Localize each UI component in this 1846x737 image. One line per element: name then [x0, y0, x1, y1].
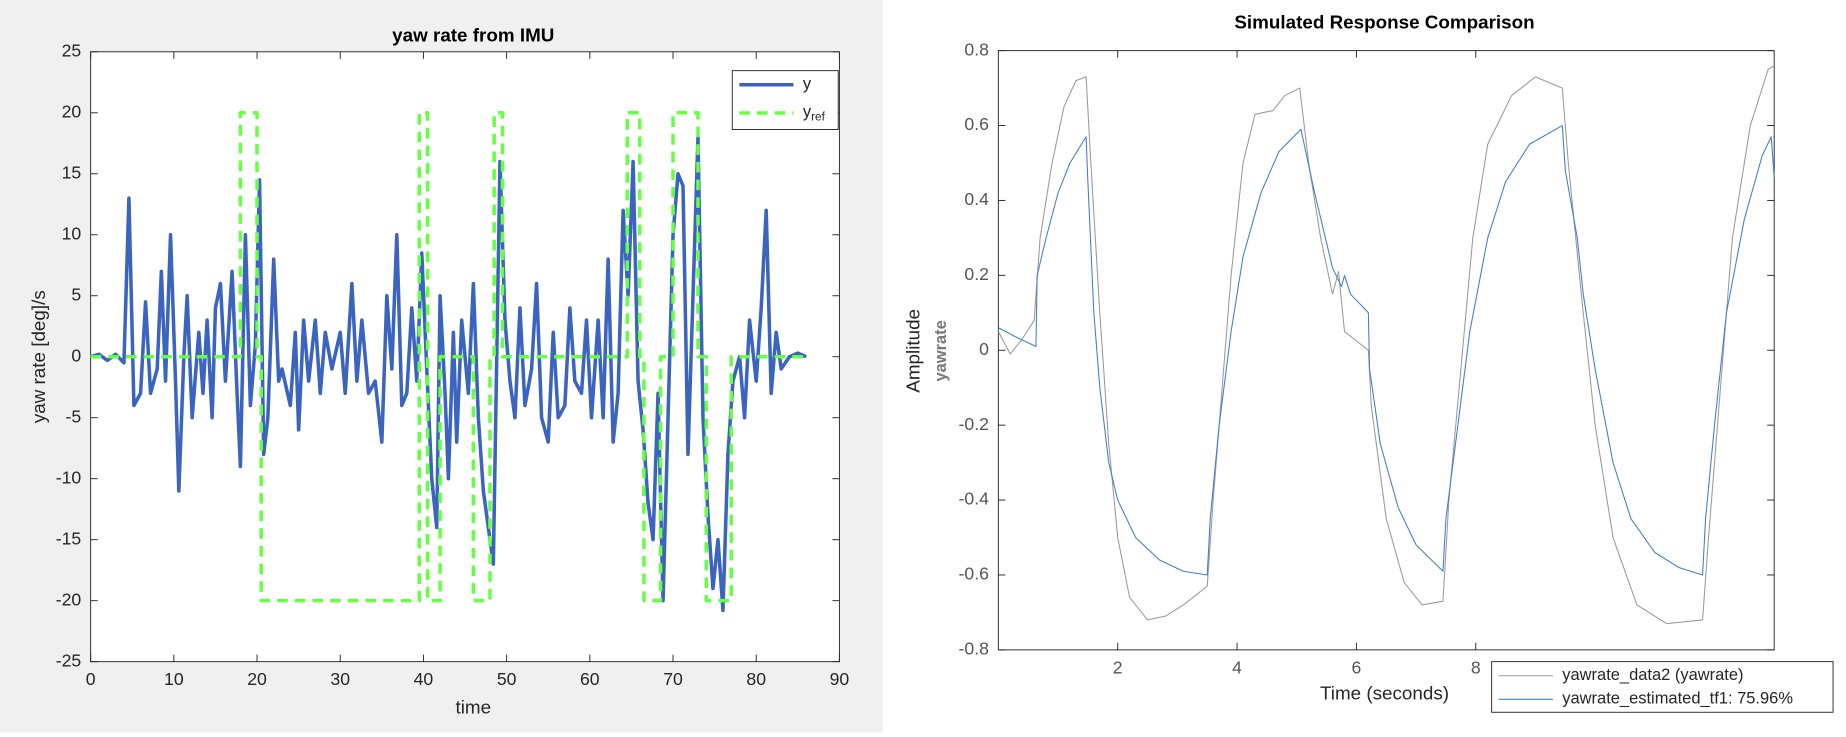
- chart-title: Simulated Response Comparison: [1234, 12, 1534, 33]
- y-tick-label: 20: [62, 101, 82, 121]
- y-tick-label: -25: [56, 650, 82, 670]
- y-tick-label: 0.8: [964, 39, 989, 59]
- y-tick-label: 0.4: [964, 189, 989, 209]
- y-tick-label: -10: [56, 467, 82, 487]
- legend-label: yref: [803, 103, 826, 123]
- y-tick-label: 0.6: [964, 114, 989, 134]
- series-line: [998, 125, 1775, 576]
- legend-box: [1491, 661, 1834, 713]
- y-axis-label: Amplitude: [903, 309, 924, 393]
- x-tick-label: 6: [1352, 657, 1362, 677]
- y-tick-label: -20: [56, 589, 82, 609]
- x-tick-label: 50: [497, 669, 517, 689]
- y-tick-label: -0.8: [959, 639, 990, 659]
- x-tick-label: 20: [247, 669, 267, 689]
- x-tick-label: 40: [414, 669, 434, 689]
- x-tick-label: 70: [663, 669, 683, 689]
- series-line: [90, 111, 807, 603]
- x-tick-label: 80: [746, 669, 766, 689]
- right-axes: [997, 50, 1775, 651]
- y-tick-label: 0: [71, 345, 81, 365]
- legend-label: yawrate_estimated_tf1: 75.96%: [1562, 690, 1793, 708]
- y-axis-label: yaw rate [deg]/s: [28, 290, 49, 423]
- x-axis-label: time: [455, 697, 491, 718]
- chart-title: yaw rate from IMU: [392, 24, 554, 45]
- y-tick-label: -0.6: [959, 564, 990, 584]
- y-tick-label: 10: [62, 223, 82, 243]
- y-tick-label: 25: [62, 40, 82, 60]
- y-axis-sublabel: yawrate: [932, 320, 950, 381]
- y-tick-label: 0: [979, 339, 989, 359]
- x-tick-label: 10: [164, 669, 184, 689]
- y-tick-label: -0.2: [959, 414, 989, 434]
- x-tick-label: 0: [86, 669, 96, 689]
- series-line: [90, 135, 807, 613]
- x-tick-label: 4: [1232, 657, 1242, 677]
- y-tick-label: -5: [66, 406, 82, 426]
- legend-label: y: [803, 75, 812, 93]
- x-tick-label: 90: [830, 669, 850, 689]
- y-tick-label: 5: [71, 284, 81, 304]
- x-axis-label: Time (seconds): [1320, 683, 1449, 704]
- x-tick-label: 8: [1471, 657, 1481, 677]
- legend-box: [731, 70, 839, 130]
- y-tick-label: -0.4: [959, 489, 990, 509]
- x-tick-label: 2: [1113, 657, 1123, 677]
- legend-label: yawrate_data2 (yawrate): [1562, 666, 1743, 684]
- y-tick-label: 0.2: [964, 264, 989, 284]
- series-line: [997, 65, 1775, 625]
- x-tick-label: 60: [580, 669, 600, 689]
- x-tick-label: 30: [330, 669, 350, 689]
- y-tick-label: -15: [56, 528, 82, 548]
- y-tick-label: 15: [62, 162, 82, 182]
